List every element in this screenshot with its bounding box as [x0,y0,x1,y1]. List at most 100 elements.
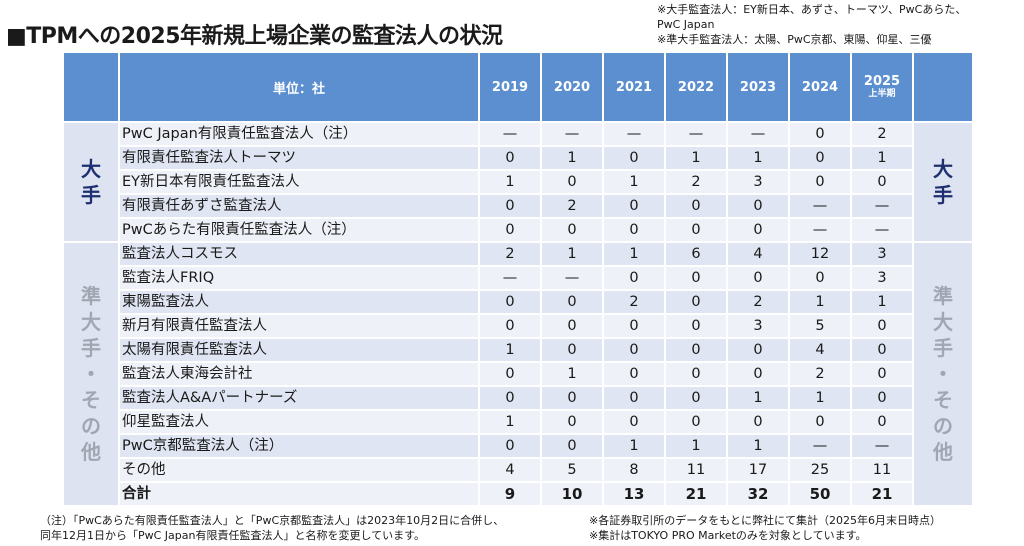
count-cell: 0 [604,195,664,217]
count-cell: — [852,219,912,241]
count-cell: 1 [604,435,664,457]
year-header-2025: 2025 上半期 [852,53,912,121]
table-row: 太陽有限責任監査法人 1 0 0 0 0 4 0 [64,339,972,361]
year-header: 2024 [790,53,850,121]
audit-firm-name: 監査法人東海会計社 [120,363,478,385]
table-row: 有限責任あずさ監査法人 0 2 0 0 0— — [64,195,972,217]
count-cell: — [480,123,540,145]
count-cell: 0 [852,387,912,409]
count-cell: 1 [852,291,912,313]
group-label-char: 大 [81,157,101,181]
count-cell: 0 [542,411,602,433]
group-label-char: 手 [81,183,101,207]
total-label: 合計 [120,483,478,505]
count-cell: 2 [604,291,664,313]
table-row: 監査法人A&Aパートナーズ 0 0 0 0 1 1 0 [64,387,972,409]
count-cell: 11 [666,459,726,481]
count-cell: 0 [480,315,540,337]
audit-firm-name: 新月有限責任監査法人 [120,315,478,337]
group-label-semi: 準大手・その他 [64,243,118,505]
table-row: 東陽監査法人 0 0 2 0 2 1 1 [64,291,972,313]
audit-firm-name: EY新日本有限責任監査法人 [120,171,478,193]
table-header-row: 単位：社 2019 2020 2021 2022 2023 2024 2025 … [64,53,972,121]
count-cell: 0 [728,363,788,385]
count-cell: 0 [790,171,850,193]
count-cell: 0 [480,363,540,385]
source-footnote: ※各証券取引所のデータをもとに弊社にて集計（2025年6月末日時点） ※集計はT… [589,513,941,543]
count-cell: 5 [542,459,602,481]
count-cell: 0 [666,267,726,289]
count-cell: 0 [852,363,912,385]
group-label-semi: 準大手・その他 [914,243,972,505]
total-cell: 21 [852,483,912,505]
count-cell: 0 [666,339,726,361]
count-cell: 0 [542,315,602,337]
count-cell: 0 [604,147,664,169]
count-cell: 1 [728,435,788,457]
count-cell: 0 [480,147,540,169]
count-cell: 1 [666,147,726,169]
header-spacer-right [914,53,972,121]
count-cell: 0 [790,267,850,289]
count-cell: 0 [852,339,912,361]
big-firms-note-continued: PwC Japan [657,18,715,31]
merger-footnote: （注）「PwCあらた有限責任監査法人」と「PwC京都監査法人」は2023年10月… [40,513,504,543]
count-cell: 0 [604,219,664,241]
group-label-big: 大手 [914,123,972,241]
count-cell: 1 [542,147,602,169]
total-cell: 32 [728,483,788,505]
count-cell: 4 [728,243,788,265]
first-half-label: 上半期 [868,89,896,99]
count-cell: 0 [604,339,664,361]
page-title: ■TPMへの2025年新規上場企業の監査法人の状況 [6,24,503,49]
count-cell: 1 [480,339,540,361]
count-cell: 0 [852,171,912,193]
total-cell: 9 [480,483,540,505]
group-label-char: 準 [81,284,101,308]
count-cell: 0 [666,291,726,313]
count-cell: 0 [728,219,788,241]
count-cell: 0 [852,315,912,337]
group-label-char: 大 [933,310,953,334]
count-cell: 0 [790,147,850,169]
table-row: 仰星監査法人 1 0 0 0 0 0 0 [64,411,972,433]
count-cell: 2 [852,123,912,145]
semi-big-firms-note: ※準大手監査法人：太陽、PwC京都、東陽、仰星、三優 [657,33,932,46]
count-cell: 0 [666,315,726,337]
count-cell: 1 [542,363,602,385]
count-cell: 0 [666,195,726,217]
audit-firm-name: PwC Japan有限責任監査法人（注） [120,123,478,145]
count-cell: 2 [790,363,850,385]
audit-firm-name: 仰星監査法人 [120,411,478,433]
count-cell: — [666,123,726,145]
count-cell: 0 [480,435,540,457]
audit-firm-name: 監査法人A&Aパートナーズ [120,387,478,409]
footnote-line: 同年12月1日から「PwC Japan有限責任監査法人」と名称を変更しています。 [40,529,426,542]
table-row: その他 4 5 8 11 17 25 11 [64,459,972,481]
table-row: 新月有限責任監査法人 0 0 0 0 3 5 0 [64,315,972,337]
count-cell: 3 [728,315,788,337]
year-header: 2022 [666,53,726,121]
count-cell: 0 [728,267,788,289]
count-cell: 0 [728,411,788,433]
group-label-char: ・ [933,362,953,386]
count-cell: — [790,435,850,457]
count-cell: 0 [480,291,540,313]
count-cell: 2 [666,171,726,193]
count-cell: 0 [728,195,788,217]
count-cell: 0 [728,339,788,361]
count-cell: 1 [790,387,850,409]
total-cell: 21 [666,483,726,505]
table-row: 大手 PwC Japan有限責任監査法人（注） — — — — —0 2 大手 [64,123,972,241]
count-cell: — [852,435,912,457]
count-cell: 0 [604,387,664,409]
count-cell: 0 [790,411,850,433]
count-cell: 3 [852,243,912,265]
count-cell: 0 [542,291,602,313]
count-cell: 1 [666,435,726,457]
count-cell: 3 [728,171,788,193]
table-row: 有限責任監査法人トーマツ 0 1 0 1 1 0 1 [64,147,972,169]
count-cell: 0 [542,387,602,409]
group-label-char: 準 [933,284,953,308]
group-label-char: 他 [933,440,953,464]
